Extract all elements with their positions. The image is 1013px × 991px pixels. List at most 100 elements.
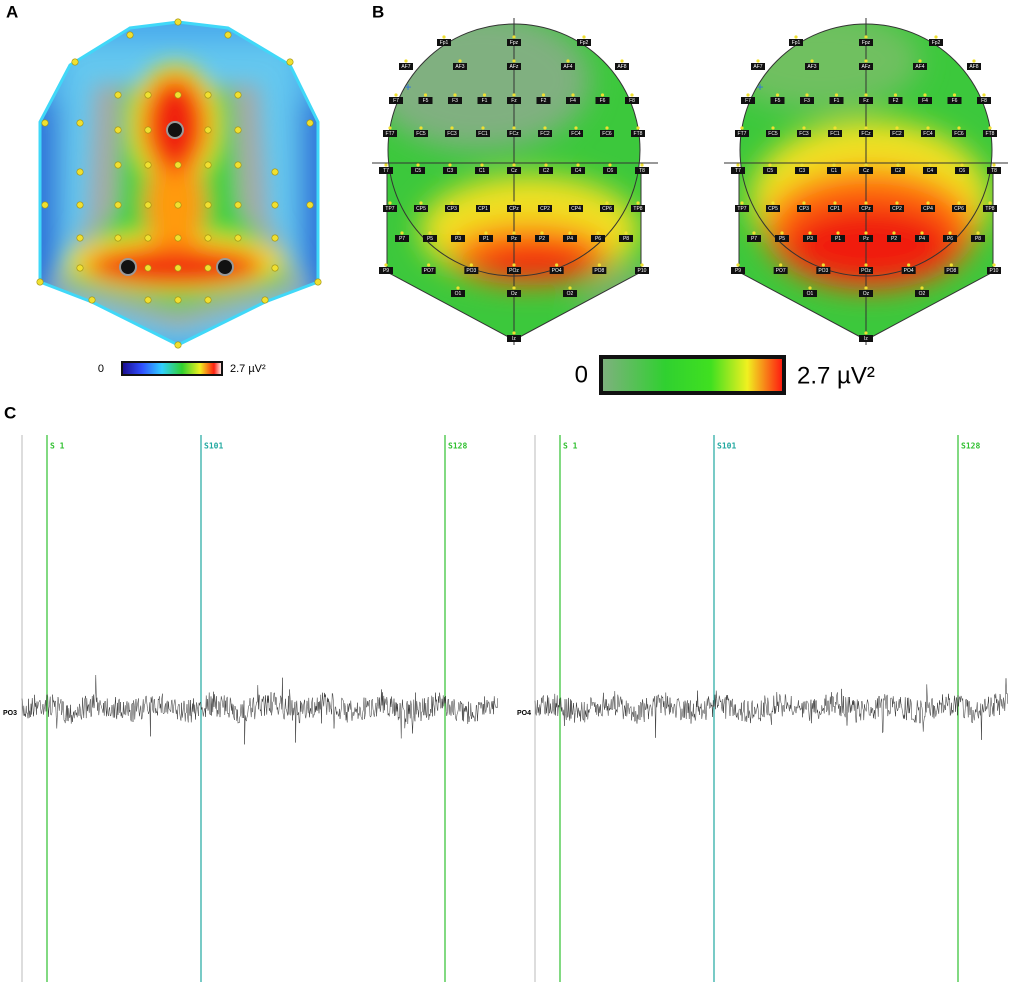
electrode-box <box>944 267 959 274</box>
electrode-dot <box>174 201 182 209</box>
eeg-traces: S 1 S101 S128 PO3 S 1 S101 S128 PO4 <box>3 435 1009 982</box>
electrode-box <box>538 130 552 137</box>
electrode-box <box>507 63 521 70</box>
electrode-label: CP1 <box>478 206 488 212</box>
electrode-label: CP3 <box>799 206 809 212</box>
electrode-box <box>566 97 580 104</box>
electrode-box <box>921 130 935 137</box>
electrode-label: T7 <box>735 168 741 174</box>
electrode-box <box>635 167 649 174</box>
electrode-label: P8 <box>975 236 981 242</box>
channel-label: PO3 <box>3 710 17 717</box>
electrode-box <box>859 205 873 212</box>
electrode-dot <box>114 234 122 242</box>
electrode-label: FC6 <box>954 131 964 137</box>
highlight-electrode <box>119 258 137 276</box>
electrode-box <box>915 235 929 242</box>
electrode-box <box>731 167 745 174</box>
electrode-label: AF3 <box>807 64 816 70</box>
electrodes-a <box>36 18 322 349</box>
electrode-label: PO3 <box>818 268 828 274</box>
electrode-label: P9 <box>735 268 741 274</box>
electrode-label: Fpz <box>510 40 519 46</box>
electrode-dot <box>458 59 462 63</box>
electrode-box <box>890 205 904 212</box>
electrode-box <box>443 167 457 174</box>
eeg-trace <box>534 678 1009 740</box>
electrode-dot <box>972 59 976 63</box>
electrode-label: CPz <box>509 206 519 212</box>
electrode-dot <box>271 234 279 242</box>
electrode-label: POz <box>861 268 871 274</box>
electrode-dot <box>934 35 938 39</box>
electrode-dot <box>419 126 423 130</box>
electrode-box <box>859 63 873 70</box>
electrode-label: AFz <box>862 64 871 70</box>
electrode-box <box>987 267 1001 274</box>
electrode-box <box>929 39 943 46</box>
electrode-label: PO8 <box>946 268 956 274</box>
electrode-dot <box>174 264 182 272</box>
electrode-box <box>389 97 403 104</box>
electrode-dot <box>448 163 452 167</box>
electrode-dot <box>512 163 516 167</box>
electrode-label: P6 <box>947 236 953 242</box>
electrode-box <box>445 130 459 137</box>
electrode-box <box>603 167 617 174</box>
electrode-dot <box>864 35 868 39</box>
channel-label: PO4 <box>517 710 531 717</box>
electrode-box <box>859 290 873 297</box>
electrode-dot <box>306 201 314 209</box>
electrode-dot <box>740 126 744 130</box>
electrode-dot <box>926 126 930 130</box>
electrode-box <box>741 97 755 104</box>
electrode-label: PO7 <box>424 268 434 274</box>
electrode-dot <box>224 31 232 39</box>
electrode-dot <box>768 163 772 167</box>
electrode-dot <box>928 163 932 167</box>
electrode-label: Cz <box>511 168 518 174</box>
electrode-box <box>475 167 489 174</box>
electrode-dot <box>469 263 473 267</box>
electrode-label: T8 <box>639 168 645 174</box>
topomap-b1 <box>387 24 641 340</box>
electrode-label: CPz <box>861 206 871 212</box>
electrode-box <box>549 267 564 274</box>
electrode-dot <box>388 126 392 130</box>
electrode-box <box>379 167 393 174</box>
colorbar-max: 2.7 µV² <box>230 363 266 375</box>
electrode-box <box>631 205 645 212</box>
electrode-dot <box>456 231 460 235</box>
electrode-box <box>411 167 425 174</box>
electrode-dot <box>821 263 825 267</box>
electrode-box <box>577 39 591 46</box>
electrode-dot <box>555 263 559 267</box>
electrode-label: T7 <box>383 168 389 174</box>
electrode-label: P7 <box>399 236 405 242</box>
electrode-label: AF8 <box>617 64 626 70</box>
electrode-dot <box>864 201 868 205</box>
electrode-label: TP7 <box>737 206 746 212</box>
electrode-box <box>751 63 765 70</box>
electrode-box <box>816 267 831 274</box>
electrode-dot <box>271 168 279 176</box>
electrode-dot <box>736 263 740 267</box>
electrode-dot <box>543 201 547 205</box>
electrode-label: F7 <box>745 98 751 104</box>
electrode-dot <box>736 163 740 167</box>
electrode-box <box>829 97 844 104</box>
electrode-box <box>831 235 845 242</box>
electrode-dot <box>394 93 398 97</box>
electrode-box <box>828 130 842 137</box>
electrode-box <box>507 267 521 274</box>
electrode-box <box>766 130 780 137</box>
electrode-dot <box>456 286 460 290</box>
electrode-dot <box>864 286 868 290</box>
electrode-label: P8 <box>623 236 629 242</box>
electrode-dot <box>892 231 896 235</box>
electrode-dot <box>540 231 544 235</box>
electrode-label: AF7 <box>401 64 410 70</box>
electrode-dot <box>960 163 964 167</box>
electrode-dot <box>271 264 279 272</box>
electrode-dot <box>576 163 580 167</box>
